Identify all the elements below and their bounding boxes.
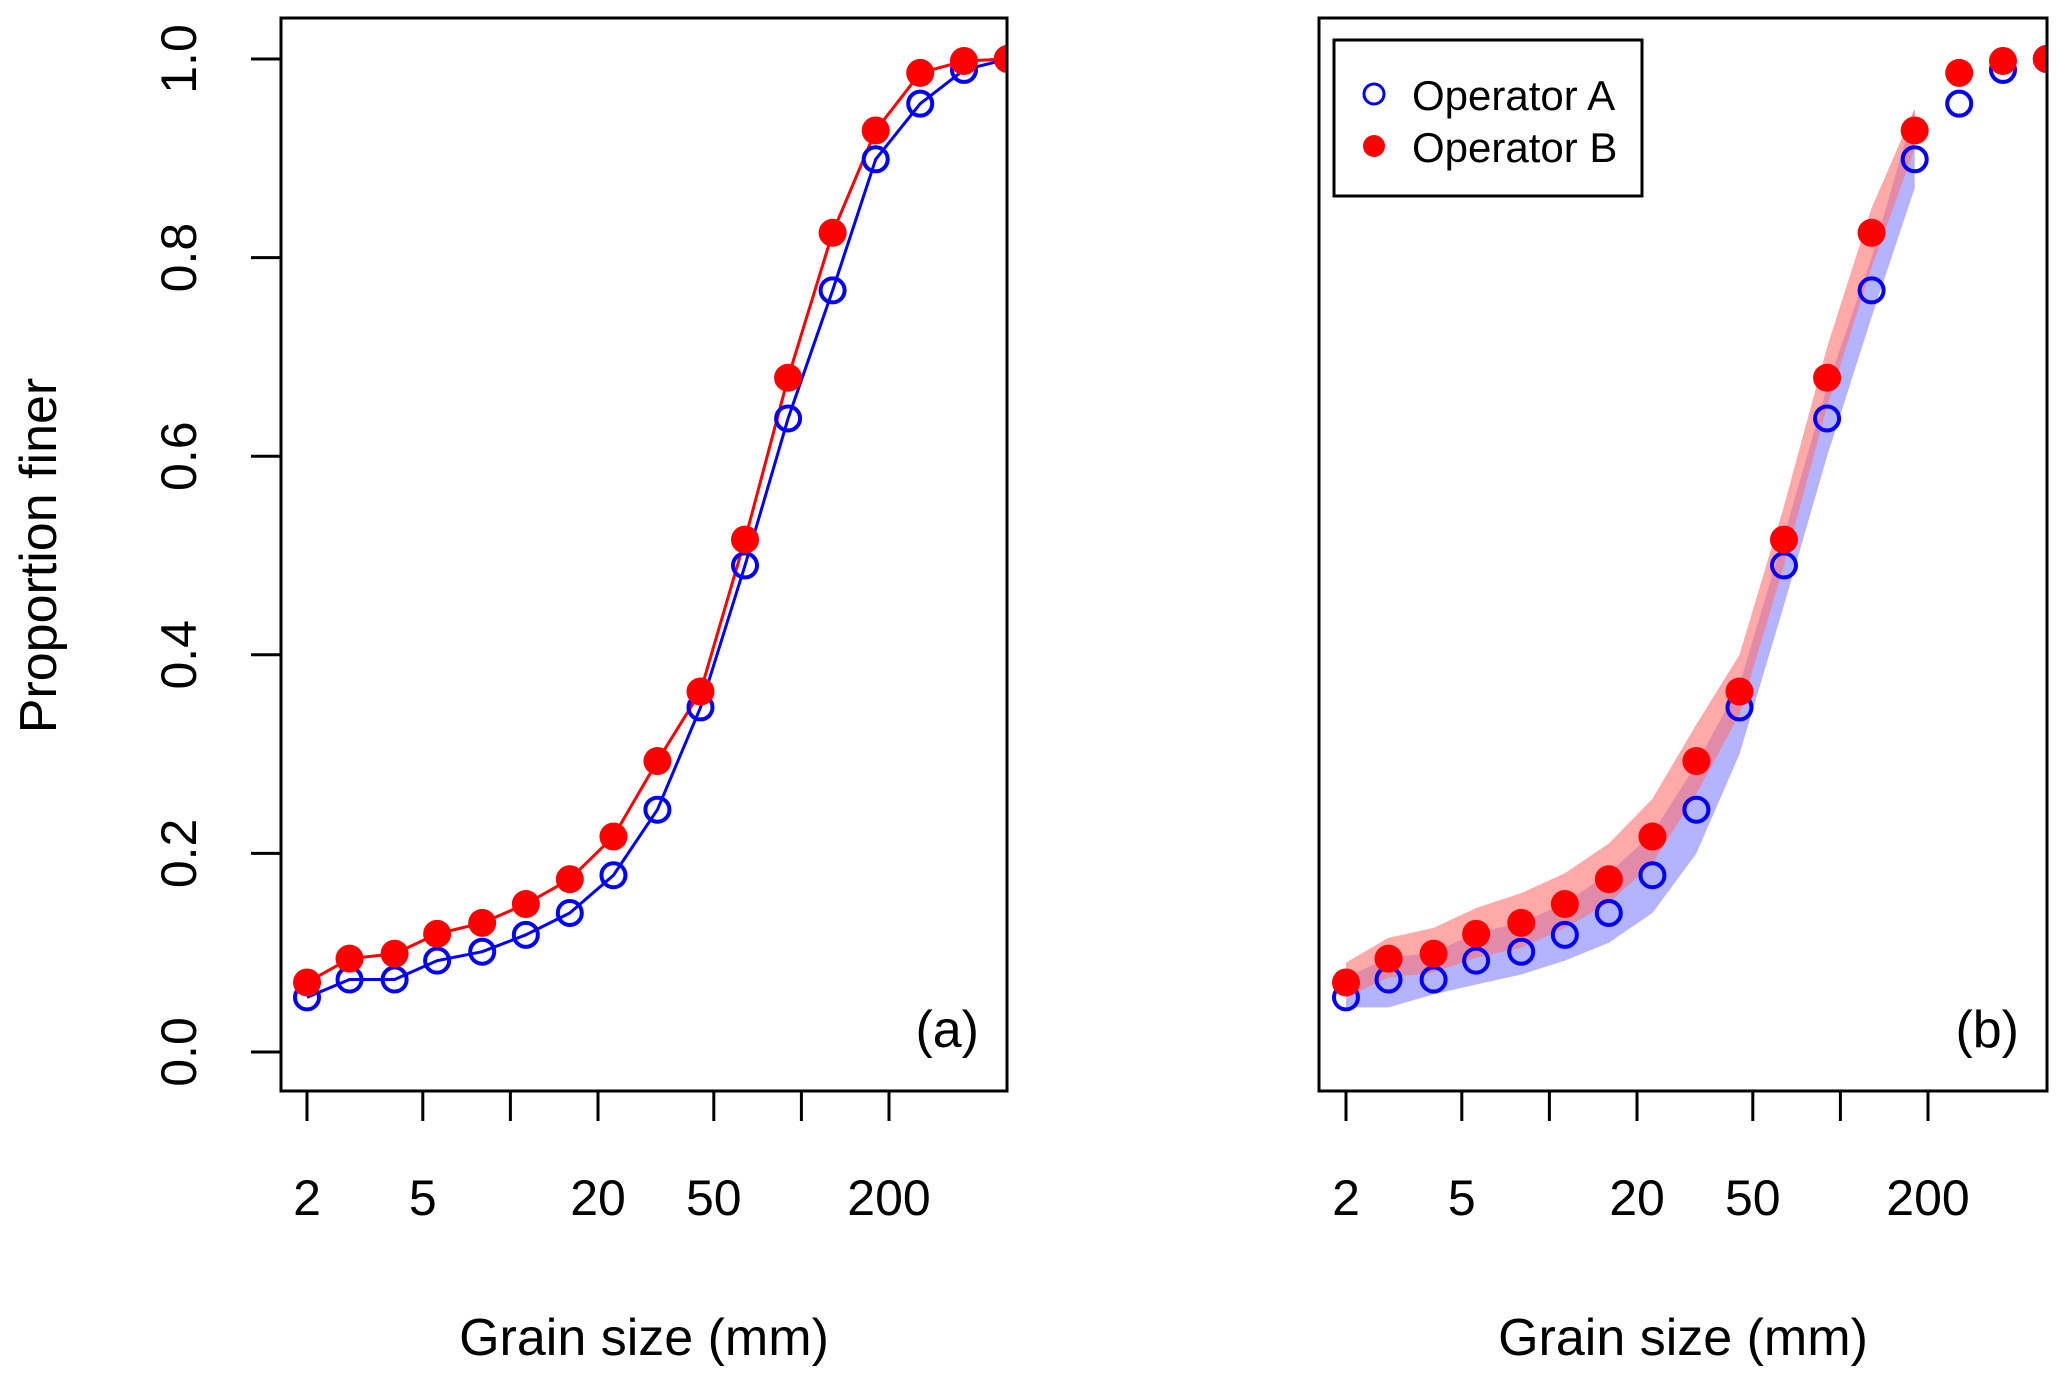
data-point-operator-b — [1682, 747, 1711, 776]
y-tick-label: 0.0 — [151, 1017, 207, 1087]
panel-label: (b) — [1955, 1001, 2019, 1059]
plot-area — [293, 45, 1007, 1012]
x-axis-label: Grain size (mm) — [459, 1309, 829, 1367]
data-point-operator-a — [1682, 795, 1711, 824]
x-tick-label: 20 — [1609, 1170, 1665, 1226]
data-point-operator-a — [1638, 861, 1667, 890]
legend-box — [1332, 38, 1644, 198]
legend: Operator A Operator B — [1332, 38, 1644, 198]
data-point-operator-b — [1638, 822, 1667, 851]
legend-label: Operator B — [1412, 124, 1617, 171]
data-point-operator-b — [774, 363, 803, 392]
data-point-operator-b — [1988, 46, 2017, 75]
x-tick-label: 200 — [1886, 1170, 1969, 1226]
data-point-operator-b — [423, 919, 452, 948]
x-tick-label: 5 — [1448, 1170, 1476, 1226]
data-point-operator-b — [468, 908, 497, 937]
legend-label: Operator A — [1412, 72, 1615, 119]
data-point-operator-b — [861, 116, 890, 145]
data-point-operator-a — [1945, 89, 1974, 118]
data-point-operator-b — [686, 677, 715, 706]
x-tick-label: 200 — [847, 1170, 930, 1226]
x-tick-label: 50 — [686, 1170, 742, 1226]
data-point-operator-a — [1857, 276, 1886, 305]
data-point-operator-b — [293, 968, 321, 997]
x-tick-label: 2 — [1332, 1170, 1360, 1226]
x-tick-label: 50 — [1725, 1170, 1781, 1226]
data-point-operator-a — [1594, 898, 1623, 927]
y-tick-label: 0.2 — [151, 819, 207, 889]
data-point-operator-a — [1813, 404, 1842, 433]
panel-label: (a) — [915, 1001, 979, 1059]
y-tick-label: 0.6 — [151, 421, 207, 491]
data-point-operator-a — [818, 276, 847, 305]
series-line-operator-b — [306, 57, 1007, 984]
data-point-operator-a — [906, 89, 935, 118]
legend-marker-icon — [1363, 135, 1385, 157]
data-point-operator-a — [1900, 145, 1929, 174]
data-point-operator-a — [423, 946, 452, 975]
data-point-operator-b — [993, 45, 1007, 73]
data-point-operator-b — [1857, 218, 1886, 247]
plot-area — [1332, 45, 2047, 1012]
data-point-operator-b — [730, 525, 759, 554]
data-point-operator-b — [1332, 968, 1360, 997]
data-point-operator-b — [1900, 116, 1929, 145]
data-point-operator-b — [1462, 919, 1491, 948]
data-point-operator-b — [1594, 865, 1623, 894]
x-tick-label: 5 — [409, 1170, 437, 1226]
data-point-operator-b — [1813, 363, 1842, 392]
data-point-operator-b — [643, 747, 672, 776]
plot-frame — [1317, 16, 2049, 1093]
x-tick-label: 20 — [570, 1170, 626, 1226]
data-point-operator-a — [1550, 920, 1579, 949]
data-point-operator-a — [555, 898, 584, 927]
data-point-operator-b — [1769, 525, 1798, 554]
plot-frame — [279, 16, 1009, 1093]
data-point-operator-b — [599, 822, 628, 851]
y-tick-label: 0.8 — [151, 223, 207, 293]
series-line-operator-a — [306, 57, 1007, 999]
y-axis-label: Proportion finer — [10, 378, 68, 734]
data-point-operator-b — [1945, 58, 1974, 87]
data-point-operator-a — [861, 145, 890, 174]
panel-a: 2 5 20 50 200 Grain size (mm) 0.0 0.2 0.4 0.6 0.8 1… — [10, 16, 1009, 1367]
data-point-operator-b — [2032, 45, 2047, 73]
data-point-operator-a — [511, 920, 540, 949]
data-point-operator-b — [380, 939, 409, 968]
data-point-operator-b — [335, 944, 364, 973]
data-point-operator-a — [599, 861, 628, 890]
data-point-operator-b — [1725, 677, 1754, 706]
data-point-operator-a — [1507, 937, 1536, 966]
data-point-operator-b — [906, 58, 935, 87]
data-point-operator-b — [511, 890, 540, 919]
data-point-operator-a — [468, 937, 497, 966]
data-point-operator-b — [818, 218, 847, 247]
data-point-operator-b — [1419, 939, 1448, 968]
data-point-operator-a — [643, 795, 672, 824]
data-point-operator-b — [555, 865, 584, 894]
data-point-operator-b — [949, 46, 978, 75]
data-point-operator-a — [1462, 946, 1491, 975]
data-point-operator-a — [774, 404, 803, 433]
y-tick-label: 0.4 — [151, 620, 207, 690]
y-tick-label: 1.0 — [151, 24, 207, 94]
data-point-operator-b — [1550, 890, 1579, 919]
data-point-operator-b — [1507, 908, 1536, 937]
x-axis-label: Grain size (mm) — [1498, 1309, 1868, 1367]
confidence-band-operator-b — [1346, 108, 1915, 998]
legend-marker-icon — [1362, 82, 1386, 106]
data-point-operator-b — [1374, 944, 1403, 973]
x-tick-label: 2 — [293, 1170, 321, 1226]
